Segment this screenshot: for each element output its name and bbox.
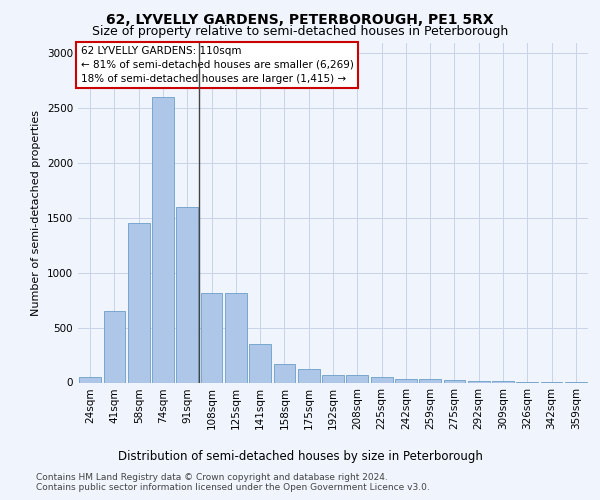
- Bar: [152, 98, 174, 383]
- Bar: [249, 344, 271, 383]
- Bar: [225, 292, 247, 382]
- Bar: [79, 377, 101, 382]
- Text: Contains HM Land Registry data © Crown copyright and database right 2024.: Contains HM Land Registry data © Crown c…: [36, 472, 388, 482]
- Text: 62 LYVELLY GARDENS: 110sqm
← 81% of semi-detached houses are smaller (6,269)
18%: 62 LYVELLY GARDENS: 110sqm ← 81% of semi…: [80, 46, 353, 84]
- Bar: [419, 379, 441, 382]
- Bar: [322, 375, 344, 382]
- Bar: [200, 292, 223, 382]
- Bar: [346, 376, 368, 382]
- Bar: [104, 311, 125, 382]
- Text: Size of property relative to semi-detached houses in Peterborough: Size of property relative to semi-detach…: [92, 25, 508, 38]
- Text: 62, LYVELLY GARDENS, PETERBOROUGH, PE1 5RX: 62, LYVELLY GARDENS, PETERBOROUGH, PE1 5…: [106, 12, 494, 26]
- Bar: [468, 381, 490, 382]
- Bar: [274, 364, 295, 382]
- Bar: [128, 224, 149, 382]
- Bar: [371, 377, 392, 382]
- Bar: [395, 378, 417, 382]
- Bar: [176, 207, 198, 382]
- Bar: [298, 370, 320, 382]
- Text: Contains public sector information licensed under the Open Government Licence v3: Contains public sector information licen…: [36, 482, 430, 492]
- Text: Distribution of semi-detached houses by size in Peterborough: Distribution of semi-detached houses by …: [118, 450, 482, 463]
- Bar: [443, 380, 466, 382]
- Y-axis label: Number of semi-detached properties: Number of semi-detached properties: [31, 110, 41, 316]
